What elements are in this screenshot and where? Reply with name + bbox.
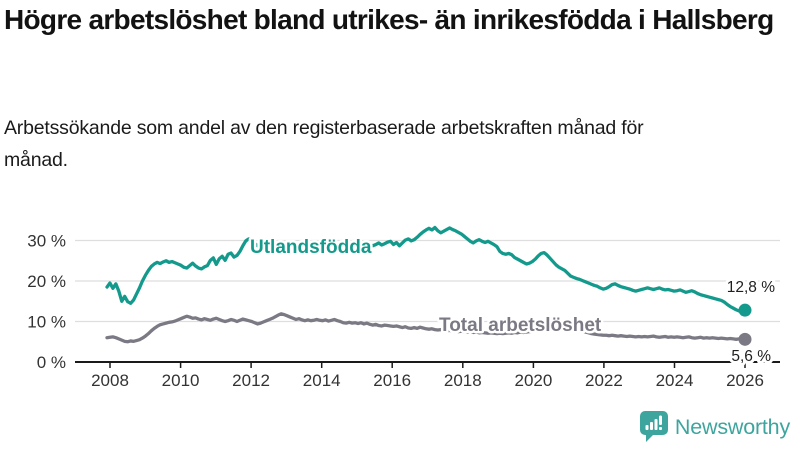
newsworthy-logo[interactable]: Newsworthy [639, 411, 790, 443]
x-tick-label: 2024 [656, 371, 694, 390]
x-tick-label: 2018 [444, 371, 482, 390]
x-tick-label: 2014 [303, 371, 341, 390]
series-end-dot-utlandsfodda[interactable] [738, 303, 752, 317]
series-end-dot-total-arbetsloshet[interactable] [738, 332, 752, 346]
x-tick-label: 2022 [585, 371, 623, 390]
x-tick-label: 2008 [91, 371, 129, 390]
x-tick-label: 2012 [232, 371, 270, 390]
page-subtitle: Arbetssökande som andel av den registerb… [4, 117, 644, 171]
y-tick-label: 10 % [27, 313, 66, 332]
x-tick-label: 2020 [514, 371, 552, 390]
y-tick-label: 30 % [27, 232, 66, 251]
series-line-total-arbetsloshet[interactable] [105, 312, 747, 344]
series-end-value-utlandsfodda: 12,8 % [727, 279, 775, 296]
series-inline-label-total-arbetsloshet: Total arbetslöshet [439, 315, 602, 336]
line-chart: 0 % 10 % 20 % 30 % 2008 2010 2012 2014 2016 2018 2… [0, 190, 800, 405]
newsworthy-wordmark: Newsworthy [674, 414, 790, 439]
series-end-value-total-arbetsloshet: 5,6 % [731, 348, 771, 365]
y-tick-label: 0 % [37, 353, 66, 372]
series-line-utlandsfodda[interactable] [105, 225, 747, 314]
chart-svg: 0 % 10 % 20 % 30 % 2008 2010 2012 2014 2016 2018 2… [27, 225, 780, 390]
x-tick-label: 2010 [162, 371, 200, 390]
x-tick-label: 2026 [726, 371, 764, 390]
y-tick-label: 20 % [27, 272, 66, 291]
page-title: Högre arbetslöshet bland utrikes- än inr… [4, 4, 774, 35]
x-tick-label: 2016 [373, 371, 411, 390]
series-inline-label-utlandsfodda: Utlandsfödda [250, 237, 372, 258]
newsworthy-icon [639, 411, 668, 442]
